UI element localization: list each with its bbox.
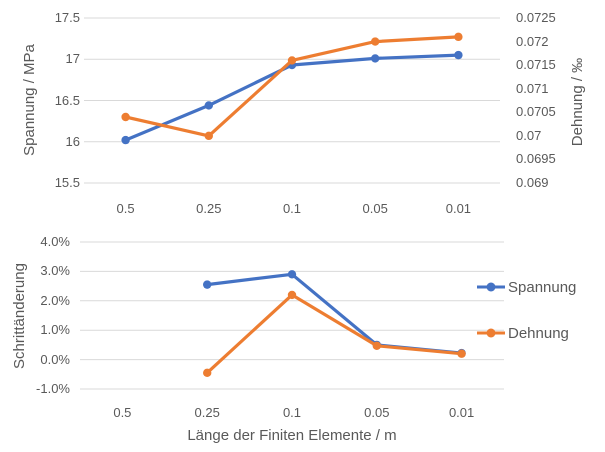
spannung-line-marker-icon [477, 282, 505, 292]
y-axis-tick-label: 0.0715 [516, 57, 556, 73]
x-axis-tick-label: 0.1 [282, 201, 302, 216]
dehnung-marker [372, 341, 381, 350]
legend-item-dehnung: Dehnung [476, 323, 576, 343]
y-axis-tick-label: 0.071 [516, 80, 549, 96]
y-axis-tick-label: 16 [65, 133, 80, 149]
y-axis-tick-label: 0.0% [40, 351, 70, 367]
y-axis-tick-label: 17 [65, 51, 80, 67]
x-axis-tick-label: 0.25 [196, 201, 222, 216]
dehnung-marker [204, 131, 213, 141]
y-axis-tick-label: -1.0% [36, 381, 70, 396]
spannung-marker [121, 135, 130, 145]
chart-legend: Spannung Dehnung [476, 277, 576, 369]
dehnung-marker [121, 112, 130, 122]
legend-label-spannung: Spannung [508, 278, 577, 296]
y-axis-tick-label: 0.0695 [516, 151, 556, 167]
x-axis-tick-label: 0.5 [116, 201, 135, 216]
y-axis-tick-label: 3.0% [40, 263, 70, 279]
y-axis-tick-label: 4.0% [40, 234, 70, 249]
y-axis-tick-label: 15.5 [54, 175, 80, 190]
dehnung-marker [457, 349, 466, 358]
spannung-marker [204, 101, 213, 110]
spannung-marker [287, 270, 297, 279]
dehnung-marker [203, 368, 212, 378]
y-axis-tick-label: 0.07 [516, 127, 542, 143]
dehnung-marker [287, 290, 297, 300]
y-axis-tick-label: 2.0% [40, 292, 70, 308]
legend-item-spannung: Spannung [476, 277, 576, 297]
y-axis-tick-label: 0.0725 [516, 10, 556, 25]
y-axis-tick-label: 1.0% [40, 322, 70, 338]
dehnung-line [124, 35, 460, 138]
x-axis-tick-label: 0.25 [194, 405, 220, 420]
x-axis-tick-label: 0.05 [364, 405, 390, 420]
x-axis-tick-label: 0.01 [445, 201, 472, 216]
x-axis-tick-label: 0.1 [282, 405, 302, 420]
dehnung-marker [454, 32, 463, 42]
y-axis-tick-label: 16.5 [54, 92, 80, 108]
dehnung-marker [287, 56, 297, 65]
x-axis-tick-label: 0.5 [113, 405, 132, 420]
x-axis-tick-label: 0.05 [362, 201, 388, 216]
legend-label-dehnung: Dehnung [508, 324, 569, 342]
x-axis-tick-label: 0.01 [448, 405, 475, 420]
spannung-marker [454, 50, 463, 60]
spannung-marker [203, 280, 212, 289]
dehnung-marker [371, 37, 380, 46]
x-axis-title: Länge der Finiten Elemente / m [187, 427, 397, 444]
y-axis-tick-label: 0.069 [516, 175, 549, 190]
spannung-line [205, 272, 464, 355]
spannung-marker [371, 54, 380, 63]
y-axis-tick-label: 0.0705 [516, 104, 556, 120]
y-axis-tick-label: 17.5 [54, 10, 80, 25]
y-axis-tick-label: 0.072 [516, 33, 549, 49]
dehnung-line [205, 293, 464, 375]
dehnung-line-marker-icon [477, 328, 505, 338]
